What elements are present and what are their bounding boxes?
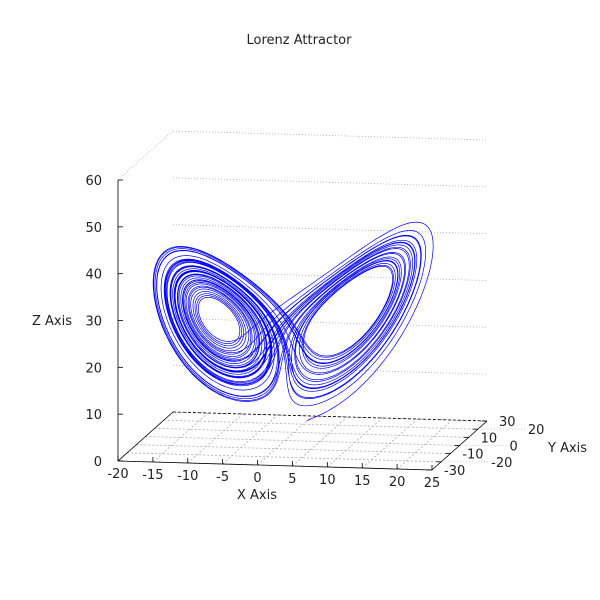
- y-tick-label: 10: [481, 431, 498, 446]
- grid-line-x: [257, 415, 313, 466]
- z-tick-label: 30: [85, 315, 102, 330]
- z-tick-label: 20: [85, 361, 102, 376]
- grid-line-y: [127, 452, 442, 463]
- grid-line-z: [172, 317, 488, 328]
- z-tick-label: 10: [85, 408, 102, 423]
- x-tick-label: 25: [424, 476, 441, 491]
- z-tick-label: 60: [85, 174, 102, 189]
- chart-title: Lorenz Attractor: [247, 33, 353, 48]
- z-tick-label: 40: [85, 268, 102, 283]
- grid-line-z: [172, 271, 488, 281]
- back-edge-line: [172, 411, 488, 422]
- x-tick-label: 10: [319, 473, 336, 488]
- grid-line-z: [172, 177, 488, 188]
- x-tick-label: -10: [177, 469, 198, 484]
- x-tick-label: 15: [354, 474, 371, 489]
- x-tick-label: -15: [142, 468, 163, 483]
- tick-labels: -20 -15 -10 -5 0 5 10 15 20 25-30 -20 -10 0 10 20 30 0 10…: [85, 174, 544, 491]
- grid-line-y: [154, 427, 469, 438]
- grid-line-y: [163, 419, 478, 430]
- grid-line-x: [152, 412, 209, 463]
- y-tick-label: 20: [528, 423, 545, 438]
- grid-line-x: [292, 416, 348, 467]
- x-tick-label: 20: [389, 475, 406, 490]
- x-axis-line: [117, 460, 433, 471]
- x-tick-label: 5: [288, 472, 296, 487]
- y-axis-label: Y Axis: [547, 441, 587, 456]
- y-tick-label: 30: [499, 415, 516, 430]
- y-tick-label: -10: [462, 448, 483, 463]
- grid-line-y: [136, 444, 451, 455]
- z-tick-label: 50: [85, 221, 102, 236]
- x-tick-label: -20: [107, 467, 128, 482]
- grid-line-z: [172, 364, 488, 375]
- grid-line-z: [172, 224, 488, 235]
- grid-line-y: [145, 436, 460, 446]
- y-tick-label: -30: [444, 464, 465, 479]
- x-axis-label: X Axis: [237, 488, 277, 503]
- grid: [117, 130, 488, 471]
- y-tick-label: 0: [510, 440, 518, 455]
- axes: [117, 179, 525, 471]
- z-axis-label: Z Axis: [32, 314, 72, 329]
- z-tick-label: 0: [94, 455, 102, 470]
- grid-line-z: [172, 130, 488, 141]
- x-tick-label: 0: [253, 471, 261, 486]
- left-edge-line: [117, 411, 174, 462]
- y-tick-label: -20: [491, 456, 512, 471]
- grid-line-x: [396, 419, 453, 470]
- grid-line-corner: [117, 130, 174, 181]
- trajectory-line: [152, 221, 434, 422]
- x-tick-label: -5: [216, 470, 229, 485]
